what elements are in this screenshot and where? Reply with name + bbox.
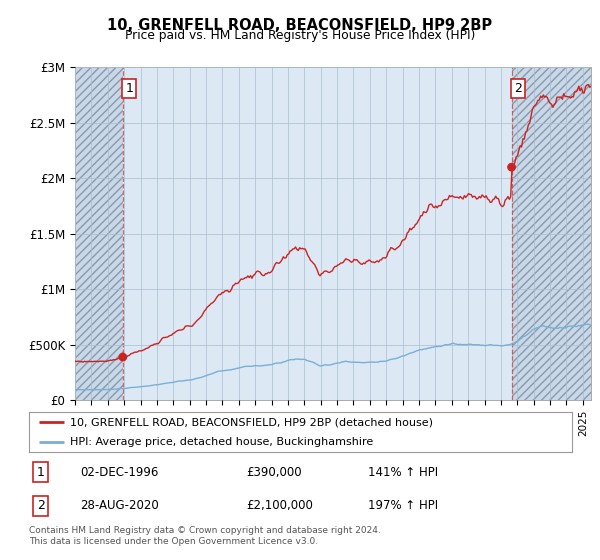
Text: 1: 1	[125, 82, 133, 95]
Text: Contains HM Land Registry data © Crown copyright and database right 2024.
This d: Contains HM Land Registry data © Crown c…	[29, 526, 380, 546]
Point	[118, 353, 128, 362]
Text: Price paid vs. HM Land Registry's House Price Index (HPI): Price paid vs. HM Land Registry's House …	[125, 29, 475, 42]
Text: HPI: Average price, detached house, Buckinghamshire: HPI: Average price, detached house, Buck…	[70, 437, 373, 447]
Text: 28-AUG-2020: 28-AUG-2020	[80, 500, 159, 512]
Text: 10, GRENFELL ROAD, BEACONSFIELD, HP9 2BP (detached house): 10, GRENFELL ROAD, BEACONSFIELD, HP9 2BP…	[70, 417, 433, 427]
Bar	[512, 67, 591, 400]
Text: 2: 2	[37, 500, 44, 512]
Text: 141% ↑ HPI: 141% ↑ HPI	[368, 466, 439, 479]
Text: £2,100,000: £2,100,000	[246, 500, 313, 512]
Text: 1: 1	[37, 466, 44, 479]
Text: £390,000: £390,000	[246, 466, 302, 479]
Text: 10, GRENFELL ROAD, BEACONSFIELD, HP9 2BP: 10, GRENFELL ROAD, BEACONSFIELD, HP9 2BP	[107, 18, 493, 33]
Text: 02-DEC-1996: 02-DEC-1996	[80, 466, 159, 479]
Bar	[75, 67, 123, 400]
Point	[507, 163, 517, 172]
Text: 197% ↑ HPI: 197% ↑ HPI	[368, 500, 439, 512]
Text: 2: 2	[514, 82, 522, 95]
